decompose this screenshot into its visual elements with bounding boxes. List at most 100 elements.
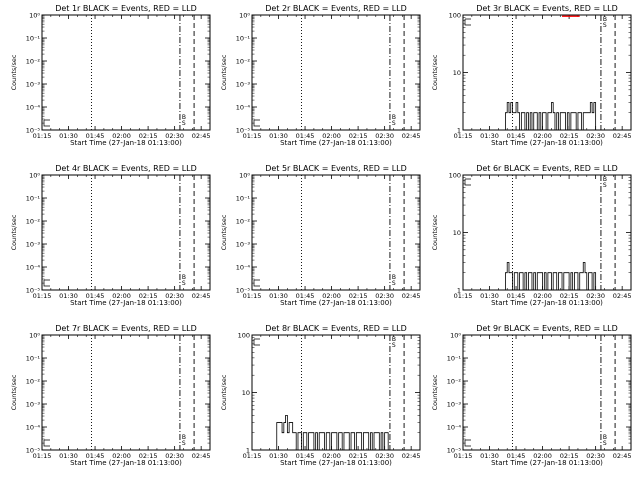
y-tick-label: 10⁻³ xyxy=(447,401,462,409)
x-tick-label: 02:00 xyxy=(322,292,341,300)
y-tick-label: 10⁻⁴ xyxy=(236,104,251,112)
x-tick-label: 02:45 xyxy=(613,292,632,300)
marker-s: S xyxy=(182,280,186,287)
x-tick-label: 02:00 xyxy=(533,132,552,140)
y-tick-label: 10⁻¹ xyxy=(236,35,251,43)
y-tick-label: 10⁰ xyxy=(450,332,461,340)
x-tick-label: 01:30 xyxy=(480,292,499,300)
x-tick-label: 02:30 xyxy=(165,452,184,460)
y-tick-label: 10⁻⁵ xyxy=(447,447,462,455)
x-tick-label: 01:15 xyxy=(454,452,473,460)
y-tick-label: 10⁻³ xyxy=(236,81,251,89)
y-axis-label: Counts/sec xyxy=(10,54,18,90)
x-tick-label: 02:00 xyxy=(112,452,131,460)
x-tick-label: 02:30 xyxy=(375,132,394,140)
chart-title: Det 4r BLACK = Events, RED = LLD xyxy=(55,164,197,173)
x-axis-label: Start Time (27-Jan-18 01:13:00) xyxy=(280,139,392,147)
y-tick-label: 10⁻¹ xyxy=(26,195,41,203)
x-tick-label: 01:45 xyxy=(507,452,526,460)
x-tick-label: 02:00 xyxy=(322,132,341,140)
y-tick-label: 10⁻³ xyxy=(26,241,41,249)
events-series xyxy=(274,414,390,451)
x-tick-label: 01:30 xyxy=(59,452,78,460)
x-tick-label: 02:15 xyxy=(139,452,158,460)
x-tick-label: 01:15 xyxy=(243,132,262,140)
plot-frame xyxy=(251,174,421,291)
plot-frame xyxy=(462,14,632,131)
y-tick-label: 10⁻³ xyxy=(26,401,41,409)
y-tick-label: 100 xyxy=(449,12,461,20)
y-tick-label: 1 xyxy=(457,127,461,135)
y-tick-label: 10⁻¹ xyxy=(26,355,41,363)
y-axis-label: Counts/sec xyxy=(10,374,18,410)
y-tick-label: 10⁻⁴ xyxy=(26,264,41,272)
chart-title: Det 3r BLACK = Events, RED = LLD xyxy=(476,4,618,13)
marker-s: S xyxy=(603,22,607,29)
y-axis-label: Counts/sec xyxy=(220,214,228,250)
marker-s: S xyxy=(392,280,396,287)
x-tick-label: 01:45 xyxy=(86,452,105,460)
x-tick-label: 02:00 xyxy=(112,132,131,140)
chart-panel-9: Det 9r BLACK = Events, RED = LLD 01:15 01:… xyxy=(431,324,632,467)
y-tick-label: 10⁻⁵ xyxy=(236,127,251,135)
x-axis-label: Start Time (27-Jan-18 01:13:00) xyxy=(491,299,603,307)
x-axis-label: Start Time (27-Jan-18 01:13:00) xyxy=(70,139,182,147)
x-tick-label: 02:15 xyxy=(349,452,368,460)
x-tick-label: 01:15 xyxy=(33,452,52,460)
x-tick-label: 01:15 xyxy=(243,292,262,300)
y-tick-label: 10⁻⁵ xyxy=(236,287,251,295)
y-tick-label: 10⁻⁵ xyxy=(26,287,41,295)
chart-title: Det 7r BLACK = Events, RED = LLD xyxy=(55,324,197,333)
events-series xyxy=(503,102,598,131)
start-marker xyxy=(253,279,260,287)
x-tick-label: 02:45 xyxy=(192,132,211,140)
marker-b: B xyxy=(182,114,186,121)
y-tick-label: 10 xyxy=(453,229,461,237)
chart-panel-2: Det 2r BLACK = Events, RED = LLD 01:15 01:… xyxy=(220,4,421,147)
y-tick-label: 10⁻¹ xyxy=(447,355,462,363)
y-axis-label: Counts/sec xyxy=(431,214,439,250)
y-tick-label: 10⁻⁵ xyxy=(26,447,41,455)
x-tick-label: 02:15 xyxy=(139,132,158,140)
y-tick-label: 10⁰ xyxy=(239,172,250,180)
y-tick-label: 10⁻¹ xyxy=(26,35,41,43)
x-tick-label: 01:45 xyxy=(507,132,526,140)
y-axis-label: Counts/sec xyxy=(220,54,228,90)
start-marker xyxy=(464,439,471,447)
y-tick-label: 10⁻⁴ xyxy=(26,104,41,112)
x-tick-label: 02:45 xyxy=(613,452,632,460)
x-tick-label: 02:45 xyxy=(613,132,632,140)
y-tick-label: 10 xyxy=(453,69,461,77)
x-tick-label: 02:15 xyxy=(349,132,368,140)
y-tick-label: 10⁻³ xyxy=(236,241,251,249)
x-tick-label: 01:45 xyxy=(296,292,315,300)
y-tick-label: 10⁻⁴ xyxy=(236,264,251,272)
marker-s: S xyxy=(603,182,607,189)
chart-title: Det 8r BLACK = Events, RED = LLD xyxy=(265,324,407,333)
x-tick-label: 01:15 xyxy=(454,292,473,300)
x-tick-label: 02:30 xyxy=(375,452,394,460)
chart-panel-6: Det 6r BLACK = Events, RED = LLD 01:15 01:… xyxy=(431,164,632,307)
start-marker xyxy=(464,18,471,26)
y-axis-label: Counts/sec xyxy=(10,214,18,250)
marker-b: B xyxy=(603,176,607,183)
chart-panel-3: Det 3r BLACK = Events, RED = LLD 01:15 01:… xyxy=(431,4,632,147)
x-tick-label: 01:30 xyxy=(59,292,78,300)
y-tick-label: 10⁻² xyxy=(236,218,251,226)
chart-title: Det 6r BLACK = Events, RED = LLD xyxy=(476,164,618,173)
events-series xyxy=(503,262,598,291)
x-tick-label: 02:30 xyxy=(586,452,605,460)
marker-b: B xyxy=(182,434,186,441)
y-tick-label: 10⁻⁴ xyxy=(26,424,41,432)
x-axis-label: Start Time (27-Jan-18 01:13:00) xyxy=(491,459,603,467)
plot-frame xyxy=(251,14,421,131)
chart-panel-4: Det 4r BLACK = Events, RED = LLD 01:15 01:… xyxy=(10,164,211,307)
y-tick-label: 100 xyxy=(238,332,250,340)
marker-b: B xyxy=(392,114,396,121)
start-marker xyxy=(43,279,50,287)
x-tick-label: 01:45 xyxy=(86,132,105,140)
y-tick-label: 10⁻² xyxy=(447,378,462,386)
plot-frame xyxy=(41,14,211,131)
x-tick-label: 02:00 xyxy=(533,292,552,300)
